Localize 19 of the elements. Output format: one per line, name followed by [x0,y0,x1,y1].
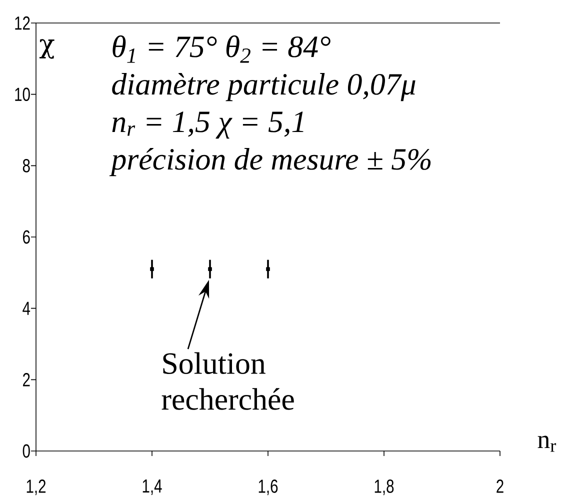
annotation: Solution recherchée [162,352,294,410]
x-tick-label: 1,4 [142,480,162,495]
y-tick-label: 2 [23,373,30,386]
x-tick-label: 1,8 [374,480,394,496]
y-tick-label: 12 [15,16,30,30]
y-tick-label: 6 [23,230,30,244]
annotation: θ$_{1}$ = 75° θ$_{2}$ = 84° [112,35,330,63]
x-tick-label: 1,2 [26,480,46,496]
y-tick-label: 10 [15,88,30,102]
y-tick-label: 4 [22,302,30,315]
y-tick-label: 0 [22,444,30,458]
x-tick-label: 2 [496,480,504,493]
y-axis-title: χ [40,39,54,59]
annotation: n$_{r}$ = 1,5 χ = 5,1 [112,112,304,139]
x-axis-title: n$_{r}$ [538,436,556,452]
y-tick-label: 8 [22,158,30,172]
annotation: précision de mesure ± 5% [109,148,431,176]
annotation: diamètre particule 0,07μ [112,73,416,102]
x-tick-label: 1,6 [258,480,278,496]
